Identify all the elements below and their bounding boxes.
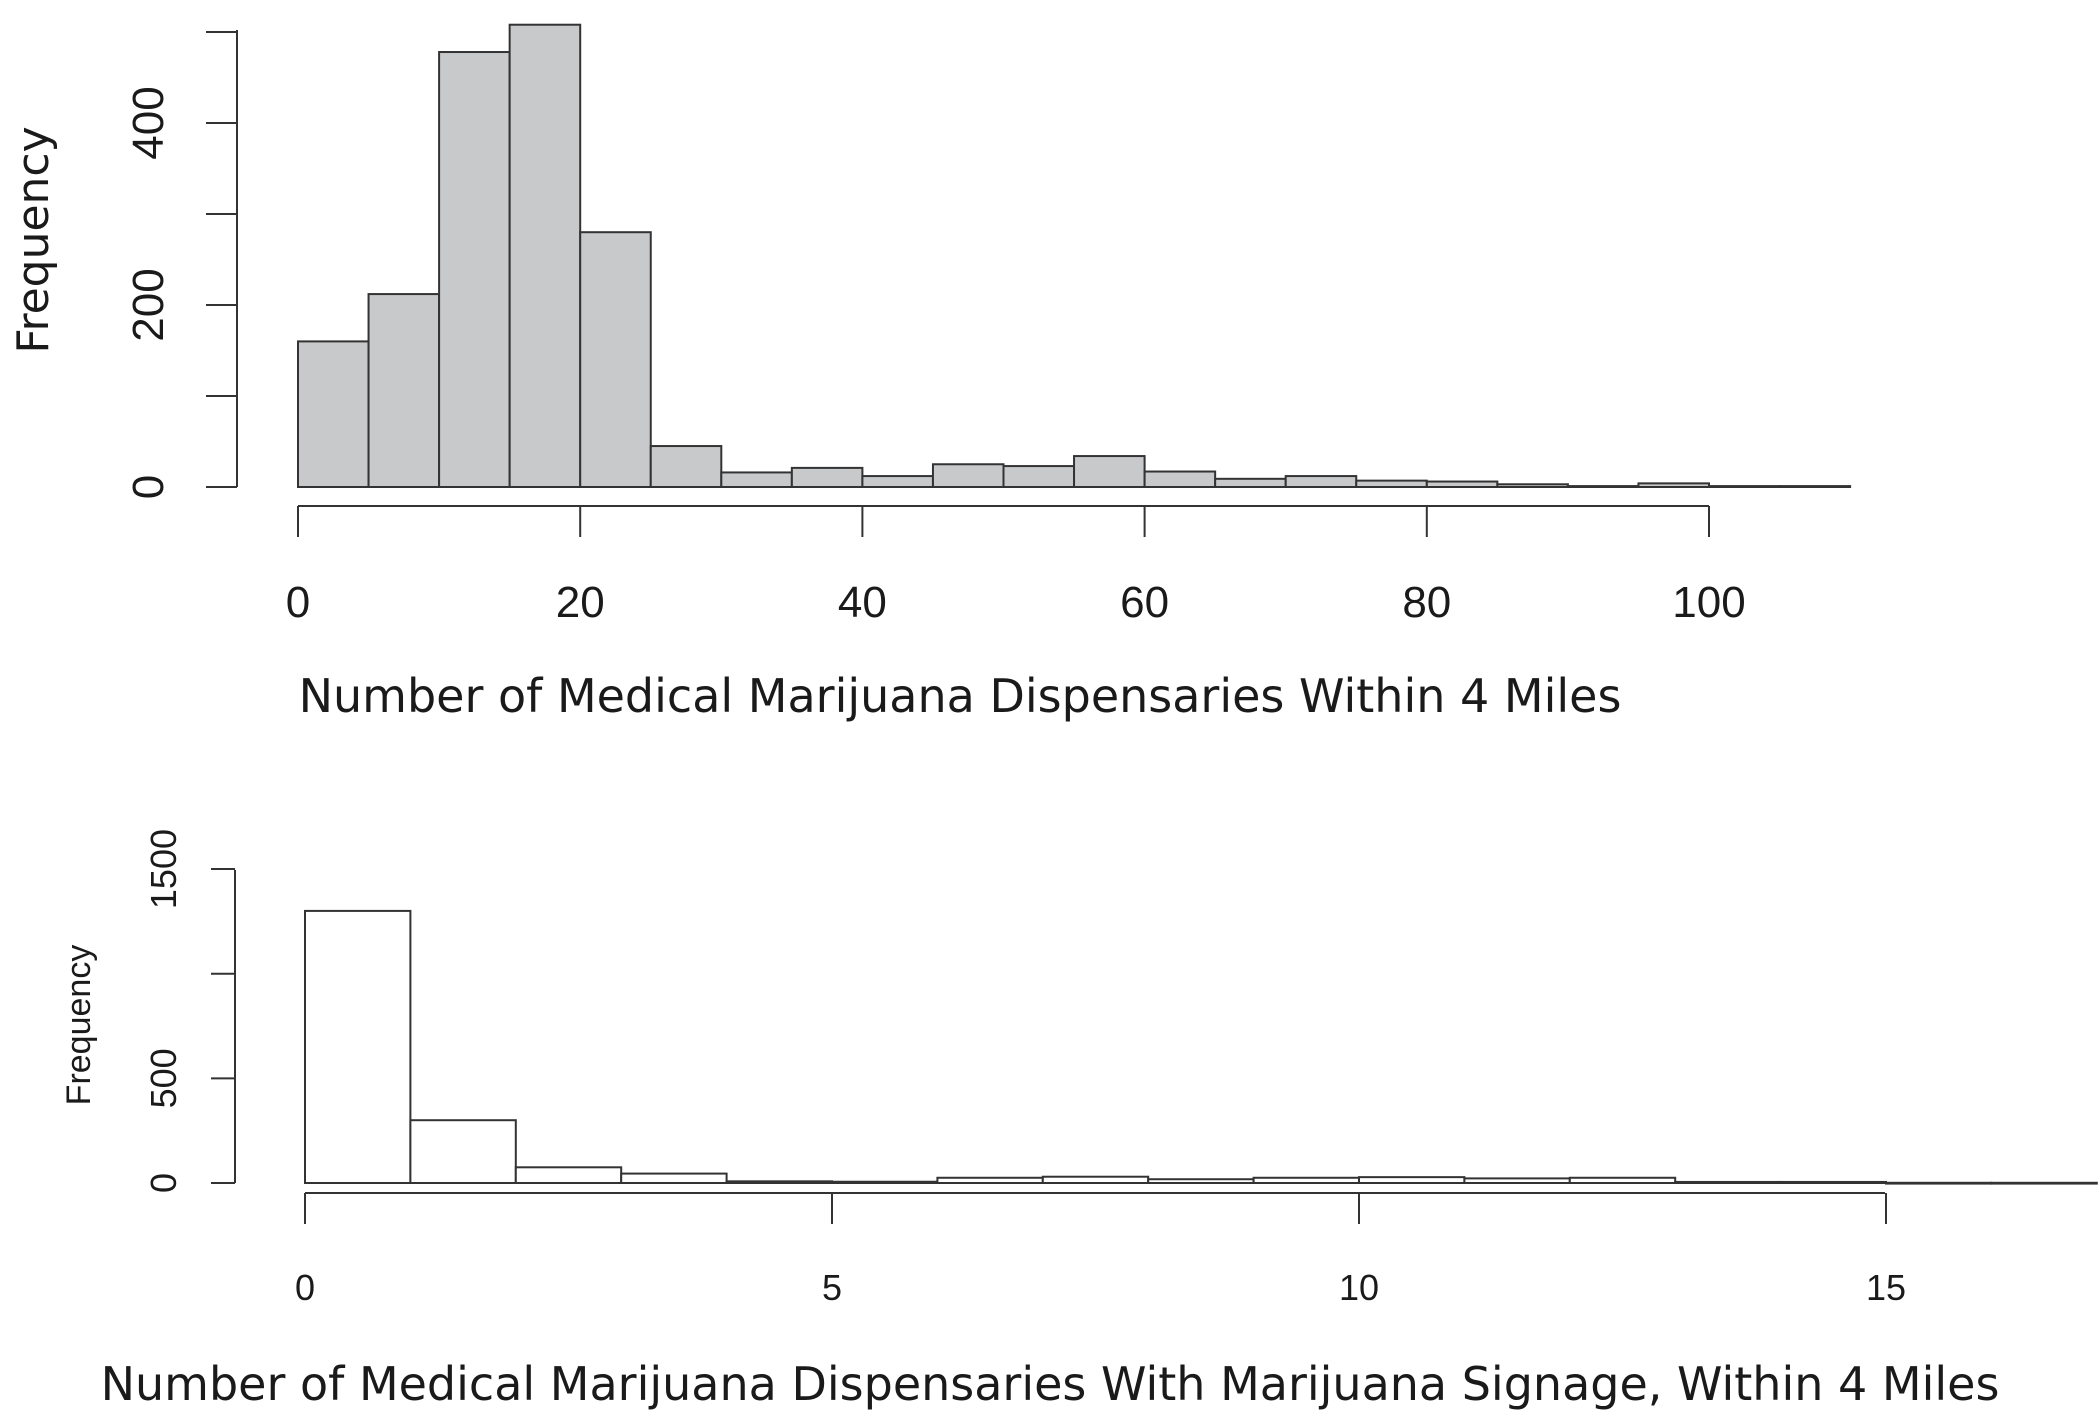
x-tick-label: 15 [1866, 1267, 1906, 1308]
y-tick-label: 200 [124, 268, 173, 341]
histogram-bar [1147, 1178, 1255, 1184]
histogram-bar [1779, 1180, 1887, 1184]
histogram-bar [1073, 455, 1146, 488]
histogram-bar [1284, 475, 1358, 488]
histogram-bar [1252, 1176, 1360, 1184]
histogram-bar [438, 51, 511, 489]
x-tick-label: 0 [286, 578, 310, 627]
histogram-bar [1990, 1181, 2098, 1185]
x-tick-label: 80 [1402, 578, 1451, 627]
histogram-bar [1778, 485, 1852, 488]
histogram-bar [1463, 1177, 1571, 1184]
histogram-bar [514, 1166, 623, 1184]
top-histogram: 0 200 400 0 20 40 60 80 100 Frequency Number of… [8, 23, 1852, 723]
top-bars [297, 23, 1852, 489]
x-tick-label: 100 [1672, 578, 1745, 627]
x-tick-label: 40 [838, 578, 887, 627]
x-tick-label: 5 [822, 1267, 842, 1308]
histogram-bar [1496, 483, 1569, 488]
y-tick-label: 400 [124, 86, 173, 159]
bottom-y-axis-label: Frequency [60, 945, 98, 1106]
y-tick-label: 500 [143, 1048, 184, 1108]
histogram-bar [931, 463, 1005, 488]
x-tick-label: 20 [556, 578, 605, 627]
top-x-axis-label: Number of Medical Marijuana Dispensaries… [299, 669, 1622, 723]
top-y-ticks: 0 200 400 [124, 31, 237, 499]
histogram-bar [936, 1176, 1044, 1184]
bottom-y-ticks: 0 500 1500 [143, 829, 235, 1193]
x-tick-label: 0 [295, 1267, 315, 1308]
histogram-bar [1002, 465, 1076, 489]
histogram-bar [579, 231, 652, 488]
histogram-bar [725, 1180, 833, 1184]
histogram-bar [508, 23, 582, 488]
bottom-x-ticks: 0 5 10 15 [295, 1193, 1906, 1308]
histogram-bar [1214, 477, 1287, 488]
histogram-bar [620, 1172, 728, 1185]
histogram-bar [1637, 482, 1710, 488]
histogram-bar [790, 466, 864, 489]
histogram-bar [304, 909, 412, 1184]
histogram-bar [409, 1119, 517, 1184]
histogram-bar [1885, 1181, 1993, 1185]
histogram-bar [831, 1180, 939, 1184]
histogram-bar [367, 293, 441, 488]
histogram-bar [649, 445, 723, 488]
histogram-bar [1568, 1176, 1677, 1184]
top-x-ticks: 0 20 40 60 80 100 [286, 506, 1746, 627]
histogram-bar [1674, 1180, 1782, 1184]
histogram-bar [1143, 470, 1217, 488]
bottom-histogram: 0 500 1500 0 5 10 15 Frequency Number of Medi… [60, 829, 2098, 1411]
x-tick-label: 10 [1339, 1267, 1379, 1308]
bottom-x-axis-label: Number of Medical Marijuana Dispensaries… [101, 1357, 2000, 1411]
y-tick-label: 0 [143, 1173, 184, 1193]
y-tick-label: 1500 [143, 829, 184, 909]
histogram-bar [1708, 485, 1781, 488]
histogram-bar [1425, 480, 1499, 489]
histogram-bar [861, 475, 934, 488]
histogram-bar [1566, 485, 1640, 488]
top-y-axis-label: Frequency [8, 126, 59, 353]
histogram-bar [1358, 1176, 1466, 1185]
bottom-bars [304, 909, 2098, 1185]
histogram-bar [1355, 479, 1428, 489]
x-tick-label: 60 [1120, 578, 1169, 627]
histogram-bar [1041, 1175, 1150, 1184]
histogram-bar [720, 471, 793, 489]
histogram-bar [297, 340, 370, 488]
y-tick-label: 0 [124, 475, 173, 499]
